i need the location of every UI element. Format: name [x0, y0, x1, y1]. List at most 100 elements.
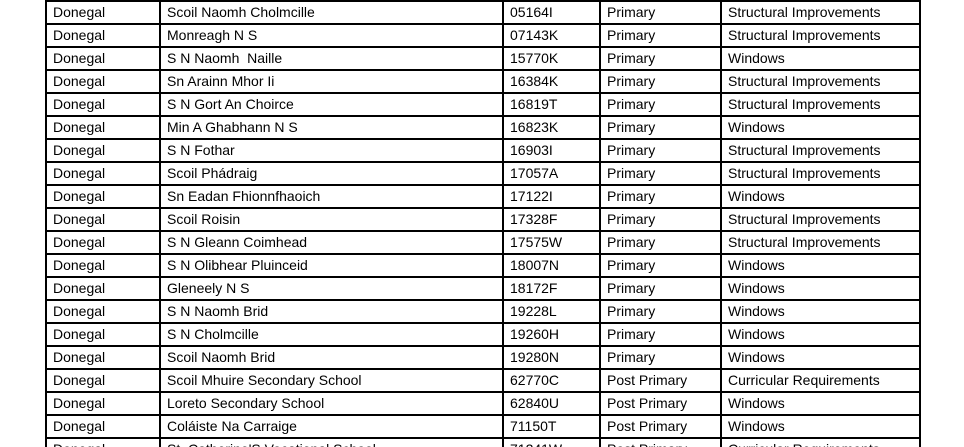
cell-county: Donegal [45, 115, 161, 140]
cell-level: Post Primary [599, 391, 722, 416]
cell-roll-number: 16823K [502, 115, 601, 140]
cell-school-name: Monreagh N S [159, 23, 504, 48]
cell-works-type: Structural Improvements [720, 69, 921, 94]
cell-county: Donegal [45, 322, 161, 347]
cell-county: Donegal [45, 46, 161, 71]
cell-school-name: Min A Ghabhann N S [159, 115, 504, 140]
cell-roll-number: 17575W [502, 230, 601, 255]
cell-roll-number: 17328F [502, 207, 601, 232]
table-row: Donegal Monreagh N S 07143K Primary Structur… [45, 23, 921, 48]
cell-school-name: Scoil Naomh Brid [159, 345, 504, 370]
cell-school-name: Gleneely N S [159, 276, 504, 301]
cell-county: Donegal [45, 161, 161, 186]
cell-school-name: Scoil Phádraig [159, 161, 504, 186]
cell-level: Primary [599, 23, 722, 48]
cell-works-type: Structural Improvements [720, 230, 921, 255]
cell-level: Primary [599, 46, 722, 71]
cell-level: Primary [599, 322, 722, 347]
cell-roll-number: 05164I [502, 0, 601, 25]
cell-school-name: S N Olibhear Pluinceid [159, 253, 504, 278]
cell-works-type: Structural Improvements [720, 161, 921, 186]
cell-school-name: S N Naomh Brid [159, 299, 504, 324]
table-row: Donegal Sn Eadan Fhionnfhaoich 17122I Prima… [45, 184, 921, 209]
cell-works-type: Windows [720, 414, 921, 439]
table-row: Donegal Scoil Phádraig 17057A Primary Struct… [45, 161, 921, 186]
table-row: Donegal Gleneely N S 18172F Primary Windows [45, 276, 921, 301]
table-body: Donegal Scoil Naomh Cholmcille 05164I Prima… [45, 0, 921, 447]
cell-works-type: Windows [720, 253, 921, 278]
table-row: Donegal S N Cholmcille 19260H Primary Window… [45, 322, 921, 347]
cell-school-name: Sn Eadan Fhionnfhaoich [159, 184, 504, 209]
cell-school-name: Scoil Naomh Cholmcille [159, 0, 504, 25]
cell-roll-number: 19280N [502, 345, 601, 370]
table-row: Donegal S N Naomh Brid 19228L Primary Window… [45, 299, 921, 324]
cell-school-name: S N Gleann Coimhead [159, 230, 504, 255]
cell-level: Primary [599, 276, 722, 301]
cell-school-name: S N Cholmcille [159, 322, 504, 347]
cell-county: Donegal [45, 276, 161, 301]
cell-level: Primary [599, 161, 722, 186]
cell-school-name: St. Catherine'S Vocational School [159, 437, 504, 447]
cell-school-name: Scoil Roisin [159, 207, 504, 232]
cell-county: Donegal [45, 0, 161, 25]
cell-roll-number: 17122I [502, 184, 601, 209]
cell-works-type: Structural Improvements [720, 207, 921, 232]
cell-roll-number: 18172F [502, 276, 601, 301]
cell-roll-number: 07143K [502, 23, 601, 48]
cell-level: Primary [599, 299, 722, 324]
cell-works-type: Windows [720, 345, 921, 370]
cell-county: Donegal [45, 69, 161, 94]
table-row: Donegal Loreto Secondary School 62840U Post… [45, 391, 921, 416]
cell-works-type: Structural Improvements [720, 0, 921, 25]
cell-county: Donegal [45, 391, 161, 416]
cell-school-name: S N Gort An Choirce [159, 92, 504, 117]
cell-works-type: Windows [720, 115, 921, 140]
cell-school-name: Loreto Secondary School [159, 391, 504, 416]
table-row: Donegal S N Olibhear Pluinceid 18007N Prima… [45, 253, 921, 278]
cell-roll-number: 71241W [502, 437, 601, 447]
cell-level: Primary [599, 0, 722, 25]
table-row: Donegal Scoil Naomh Brid 19280N Primary Wind… [45, 345, 921, 370]
cell-county: Donegal [45, 414, 161, 439]
table-row: Donegal Scoil Mhuire Secondary School 6277… [45, 368, 921, 393]
table-row: Donegal Min A Ghabhann N S 16823K Primary Wi… [45, 115, 921, 140]
cell-works-type: Structural Improvements [720, 92, 921, 117]
cell-county: Donegal [45, 230, 161, 255]
cell-county: Donegal [45, 92, 161, 117]
cell-works-type: Windows [720, 276, 921, 301]
cell-school-name: S N Naomh Naille [159, 46, 504, 71]
cell-level: Primary [599, 92, 722, 117]
cell-level: Primary [599, 138, 722, 163]
cell-level: Primary [599, 184, 722, 209]
cell-works-type: Structural Improvements [720, 23, 921, 48]
cell-works-type: Windows [720, 322, 921, 347]
cell-school-name: S N Fothar [159, 138, 504, 163]
cell-county: Donegal [45, 437, 161, 447]
cell-level: Post Primary [599, 414, 722, 439]
cell-county: Donegal [45, 345, 161, 370]
table-row: DonegalSt. Catherine'S Vocational School… [45, 437, 921, 447]
cell-roll-number: 71150T [502, 414, 601, 439]
cell-roll-number: 19260H [502, 322, 601, 347]
table-row: Donegal S N Gort An Choirce 16819T Primary S… [45, 92, 921, 117]
cell-roll-number: 15770K [502, 46, 601, 71]
cell-works-type: Curricular Requirements [720, 368, 921, 393]
cell-roll-number: 16903I [502, 138, 601, 163]
cell-level: Primary [599, 230, 722, 255]
cell-roll-number: 16384K [502, 69, 601, 94]
cell-works-type: Windows [720, 46, 921, 71]
cell-school-name: Sn Arainn Mhor Ii [159, 69, 504, 94]
cell-county: Donegal [45, 184, 161, 209]
cell-level: Primary [599, 253, 722, 278]
cell-county: Donegal [45, 23, 161, 48]
table-row: Donegal Coláiste Na Carraige 71150T Post Pr… [45, 414, 921, 439]
cell-works-type: Windows [720, 299, 921, 324]
table-row: Donegal Scoil Naomh Cholmcille 05164I Prima… [45, 0, 921, 25]
cell-roll-number: 19228L [502, 299, 601, 324]
cell-county: Donegal [45, 207, 161, 232]
cell-level: Primary [599, 345, 722, 370]
cell-county: Donegal [45, 138, 161, 163]
cell-level: Primary [599, 115, 722, 140]
table-row: Donegal S N Gleann Coimhead 17575W Primary S… [45, 230, 921, 255]
cell-level: Primary [599, 69, 722, 94]
